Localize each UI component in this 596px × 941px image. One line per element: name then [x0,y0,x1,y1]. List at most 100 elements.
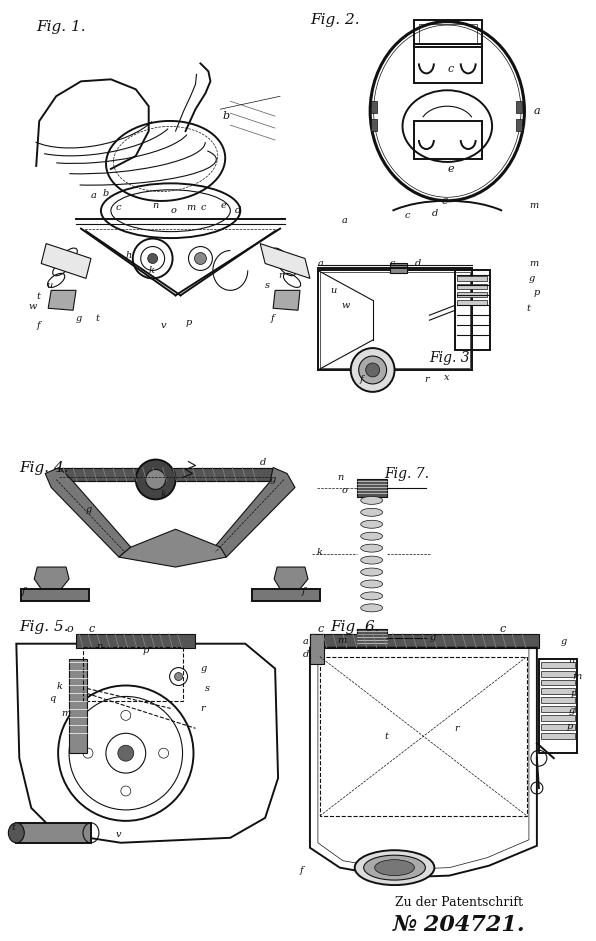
Circle shape [366,363,380,377]
Text: c: c [89,624,95,633]
Text: d: d [432,209,437,218]
Polygon shape [48,291,76,311]
Text: m: m [337,636,346,646]
Bar [516,120,522,131]
Text: p: p [185,318,192,327]
Text: c: c [318,624,324,633]
Ellipse shape [361,556,383,564]
Bar [21,589,89,601]
Text: c: c [116,203,122,213]
Text: p: p [142,646,149,655]
Bar [541,679,575,685]
Bar [69,659,87,753]
Text: e: e [448,164,454,174]
Text: e: e [441,196,448,206]
Bar [541,725,575,730]
Text: o: o [342,486,347,495]
Text: x: x [444,374,450,382]
Polygon shape [45,468,131,557]
Text: f: f [36,321,40,329]
Circle shape [148,253,158,263]
Text: w: w [28,302,36,311]
Polygon shape [34,567,69,589]
Ellipse shape [361,604,383,612]
Text: p: p [571,689,577,698]
Text: s: s [204,684,209,693]
Ellipse shape [364,855,426,880]
Text: r: r [278,271,283,279]
Text: Fig. 4.: Fig. 4. [19,460,69,474]
Text: a: a [342,216,347,225]
Bar [457,277,487,281]
Text: № 204721.: № 204721. [393,915,526,936]
Circle shape [118,745,134,761]
Bar [541,733,575,740]
Text: Fig. 6.: Fig. 6. [330,620,380,634]
Bar [539,659,577,753]
Bar [541,697,575,704]
Text: g: g [569,706,575,715]
Text: m: m [573,672,582,681]
Bar [320,657,527,816]
Text: m: m [61,709,70,718]
Text: r: r [424,375,429,385]
Text: m: m [529,201,538,210]
Text: n: n [153,201,159,210]
Ellipse shape [361,568,383,576]
Text: t: t [36,292,40,301]
Text: c: c [499,624,505,633]
Bar [541,689,575,694]
Circle shape [136,459,176,500]
Text: Fig. 5.: Fig. 5. [19,620,69,634]
Bar [541,707,575,712]
Text: d: d [303,650,309,659]
Text: g: g [561,637,567,646]
Bar [76,633,195,647]
Polygon shape [274,567,308,589]
Text: r: r [200,704,205,713]
Bar [457,293,487,297]
Bar [414,43,482,84]
Text: p: p [567,722,573,731]
Polygon shape [215,468,295,557]
Text: g: g [429,633,436,642]
Text: f: f [270,313,274,323]
Polygon shape [260,244,310,279]
Text: h: h [126,251,132,260]
Text: o: o [170,206,176,215]
Text: n: n [96,642,102,651]
Ellipse shape [361,497,383,504]
Bar [457,284,487,289]
Text: a: a [534,106,541,116]
Text: f: f [302,587,306,597]
Bar [414,20,482,47]
Polygon shape [41,244,91,279]
Text: k: k [317,548,323,557]
Bar [541,715,575,722]
Text: s: s [265,280,270,290]
Text: a: a [91,191,97,200]
Text: d: d [235,206,241,215]
Text: g: g [86,504,92,514]
Text: n: n [337,473,343,482]
Text: m: m [187,203,195,213]
Bar [16,822,91,843]
Text: t: t [96,313,100,323]
Circle shape [194,252,206,264]
Text: k: k [56,682,62,691]
Bar [320,273,470,368]
Text: g: g [529,274,535,283]
Text: v: v [161,321,166,329]
Text: w: w [342,301,350,310]
Ellipse shape [8,822,24,843]
Text: d: d [414,259,421,268]
Text: q: q [49,694,55,703]
Bar [457,300,487,305]
Text: m: m [529,259,538,268]
Polygon shape [119,529,226,567]
Text: g: g [270,475,277,484]
Text: g: g [200,664,207,673]
Circle shape [351,348,395,391]
Text: c: c [390,259,395,268]
Text: v: v [116,830,122,839]
